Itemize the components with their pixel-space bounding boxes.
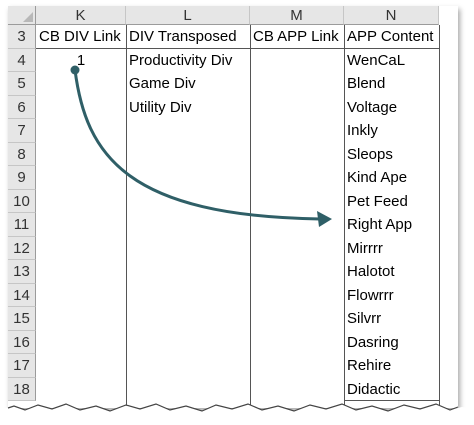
cell-n12[interactable]: Mirrrr [347, 239, 383, 257]
select-all-corner[interactable] [8, 6, 36, 25]
row-header-18[interactable]: 18 [8, 377, 36, 401]
cell-n10[interactable]: Pet Feed [347, 192, 408, 210]
cell-n9[interactable]: Kind Ape [347, 169, 408, 186]
cell-n8[interactable]: Sleops [347, 145, 393, 163]
column-divider-lm [250, 25, 251, 405]
column-header-k[interactable]: K [36, 6, 126, 25]
cell-n18[interactable]: Didactic [347, 380, 401, 398]
row-header-14[interactable]: 14 [8, 283, 36, 307]
app-content-bottom-border [344, 400, 440, 401]
column-header-l[interactable]: L [126, 6, 250, 25]
cell-n7[interactable]: Inkly [347, 122, 378, 139]
cell-l6[interactable]: Utility Div [129, 98, 192, 116]
cell-l5[interactable]: Game Div [129, 75, 196, 92]
row-header-10[interactable]: 10 [8, 189, 36, 213]
row-header-15[interactable]: 15 [8, 307, 36, 331]
row-header-5[interactable]: 5 [8, 72, 36, 96]
column-divider-right [439, 25, 440, 405]
cell-n6[interactable]: Voltage [347, 98, 398, 116]
cell-n11[interactable]: Right App [347, 216, 413, 233]
row-header-8[interactable]: 8 [8, 142, 36, 166]
header-cb-app-link[interactable]: CB APP Link [253, 28, 339, 45]
cell-k4[interactable]: 1 [76, 51, 86, 69]
column-header-m[interactable]: M [250, 6, 344, 25]
row-header-6[interactable]: 6 [8, 95, 36, 119]
column-divider-mn [344, 25, 345, 405]
arrow-head-icon [317, 211, 332, 227]
cell-n5[interactable]: Blend [347, 75, 386, 92]
row-header-16[interactable]: 16 [8, 330, 36, 354]
header-cb-div-link[interactable]: CB DIV Link [39, 28, 121, 45]
column-header-n[interactable]: N [344, 6, 439, 25]
torn-edge-decoration [0, 403, 474, 425]
cell-n17[interactable]: Rehire [347, 357, 392, 374]
column-divider-kl [126, 25, 127, 405]
spreadsheet: K L M N 3 4 5 6 7 8 9 10 11 12 13 14 15 … [8, 6, 458, 408]
cell-n13[interactable]: Halotot [347, 263, 395, 280]
row-header-9[interactable]: 9 [8, 166, 36, 190]
row-header-17[interactable]: 17 [8, 354, 36, 378]
cell-l4[interactable]: Productivity Div [129, 51, 233, 69]
row-header-3[interactable]: 3 [8, 25, 36, 49]
cell-n16[interactable]: Dasring [347, 333, 399, 351]
header-app-content[interactable]: APP Content [347, 28, 434, 45]
header-div-transposed[interactable]: DIV Transposed [129, 28, 237, 45]
header-underline [36, 48, 440, 49]
row-header-11[interactable]: 11 [8, 213, 36, 237]
row-header-13[interactable]: 13 [8, 260, 36, 284]
row-header-4[interactable]: 4 [8, 48, 36, 72]
row-header-7[interactable]: 7 [8, 119, 36, 143]
row-header-12[interactable]: 12 [8, 236, 36, 260]
cell-n4[interactable]: WenCaL [347, 51, 406, 69]
cell-n14[interactable]: Flowrrr [347, 286, 394, 304]
cell-n15[interactable]: Silvrr [347, 310, 382, 327]
